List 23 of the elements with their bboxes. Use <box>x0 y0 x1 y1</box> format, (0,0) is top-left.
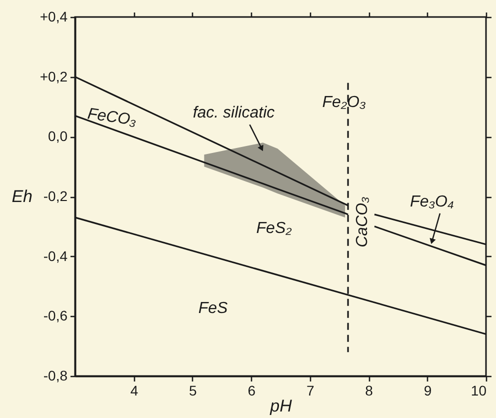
y-tick-label: 0,0 <box>48 128 68 144</box>
y-tick-label: -0,6 <box>43 308 68 324</box>
x-tick-label: 6 <box>248 382 256 398</box>
annotation: FeS <box>198 300 228 317</box>
x-tick-label: 9 <box>424 382 432 398</box>
annotation: CaCO₃ <box>354 196 371 248</box>
y-tick-label: +0,2 <box>40 68 68 84</box>
x-tick-label: 10 <box>470 382 487 398</box>
y-axis-title: Eh <box>12 187 32 206</box>
y-tick-label: -0,4 <box>43 248 68 264</box>
annotation: Fe₂O₃ <box>322 94 366 111</box>
y-tick-label: -0,2 <box>43 188 68 204</box>
x-tick-label: 5 <box>189 382 198 398</box>
y-tick-label: -0,8 <box>43 368 68 384</box>
annotation: fac. silicatic <box>192 104 275 122</box>
annotation: Fe₃O₄ <box>410 193 454 210</box>
x-axis-title: pH <box>269 396 293 416</box>
x-tick-label: 7 <box>306 382 314 398</box>
annotation: FeCO₃ <box>86 106 138 130</box>
y-tick-label: +0,4 <box>40 8 68 24</box>
annotation: FeS₂ <box>256 220 292 237</box>
x-tick-label: 4 <box>130 382 138 398</box>
x-tick-label: 8 <box>365 382 374 398</box>
